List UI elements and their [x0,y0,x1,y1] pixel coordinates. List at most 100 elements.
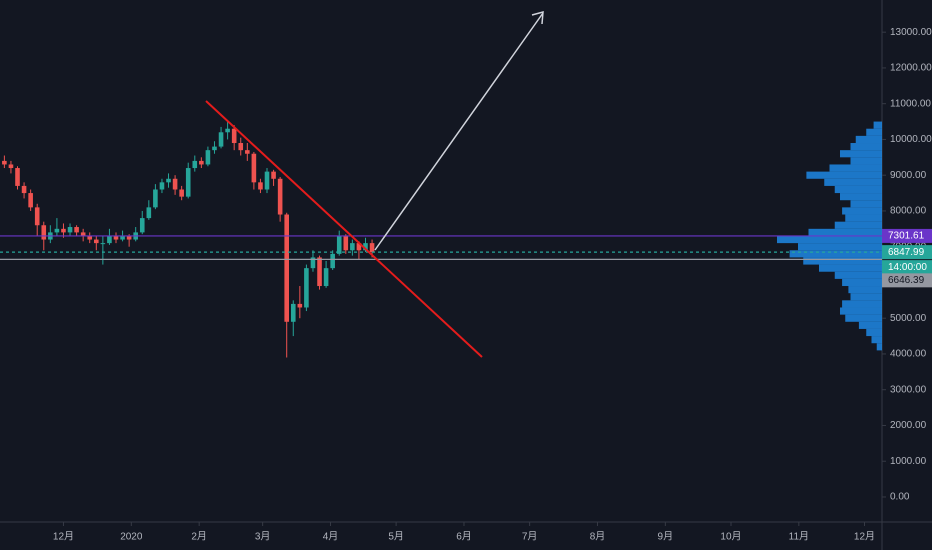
axis-labels: 0.00 1000.00 2000.00 3000.00 4000.00 5000.00 6… [53,27,932,543]
arrow-head [531,10,544,25]
candle-body [172,178,178,190]
volume-bar [850,143,882,151]
price-label: 6847.99 [888,247,925,258]
y-tick-label: 10000.00 [890,134,932,145]
price-label: 6646.39 [888,275,925,286]
plot [0,121,882,358]
volume-bar [834,271,882,279]
candle-body [21,185,27,194]
y-tick-label: 5000.00 [890,313,927,324]
y-tick-label: 4000.00 [890,349,927,360]
x-tick-label: 4月 [323,531,339,543]
volume-bar [829,164,882,172]
candle-body [41,225,47,240]
candle-body [153,189,158,208]
candle-body [317,257,322,287]
candle-body [166,178,171,183]
candle-body [67,227,73,233]
y-tick-label: 13000.00 [890,27,932,38]
volume-bar [808,228,882,236]
volume-bar [806,171,882,179]
x-tick-label: 10月 [720,531,741,543]
x-tick-label: 2月 [191,531,207,543]
countdown-box [882,260,932,275]
volume-bar [845,214,882,222]
candle-body [159,182,165,190]
candle-body [284,214,290,322]
candle-body [87,235,93,240]
candle-body [290,303,296,322]
volume-bar [855,135,882,144]
candle-body [218,132,224,147]
y-tick-label: 8000.00 [890,206,927,217]
candle-body [304,268,309,308]
candle-body [93,239,99,244]
volume-bar [848,286,882,294]
candle-body [80,232,86,236]
y-tick-label: 9000.00 [890,170,927,181]
candle-body [107,235,112,244]
trend-line [205,100,483,358]
price-label-box [882,245,932,260]
candle-body [336,235,342,254]
x-tick-label: 6月 [456,531,472,543]
candle-body [251,153,257,183]
candle-body [271,171,276,179]
candle-body [192,160,198,169]
candle-body [74,227,79,233]
candle-body [126,235,132,240]
volume-bar [840,150,882,158]
candle-body [330,253,335,269]
volume-bar [845,314,882,322]
x-tick-label: 3月 [255,531,271,543]
candle-body [15,168,20,186]
price-label-box [882,273,932,288]
x-tick-label: 7月 [522,531,538,543]
candle-body [139,218,145,233]
y-tick-label: 1000.00 [890,456,927,467]
volume-bar [850,293,882,301]
candle-body [343,235,349,251]
candle-body [212,146,217,151]
candle-body [61,228,66,233]
countdown: 14:00:00 [888,262,927,273]
candle-body [54,228,60,233]
volume-bar [777,235,882,244]
candle-body [205,150,211,165]
volume-bar [824,178,882,186]
candle-body [264,171,270,190]
price-label-box [882,228,932,243]
candle-body [350,243,355,251]
x-tick-label: 5月 [388,531,404,543]
candle-body [369,243,375,253]
candle-body [231,128,237,144]
candle-body [245,150,250,154]
candle-body [277,178,283,215]
candle-body [363,243,368,251]
x-tick-label: 2020 [120,532,143,543]
volume-bar [798,243,882,251]
candle-body [238,143,244,151]
x-tick-label: 11月 [789,531,809,543]
x-tick-label: 8月 [590,531,606,543]
candle-body [8,164,14,169]
y-tick-label: 2000.00 [890,420,927,431]
candle-body [113,235,119,240]
volume-bar [842,278,882,287]
y-tick-label: 0.00 [890,492,910,503]
projection-arrow [374,12,544,251]
volume-bar [873,121,882,129]
price-label: 7301.61 [888,231,925,242]
volume-bar [858,321,882,329]
candle-body [225,128,230,133]
candle-body [297,303,303,308]
volume-bar [834,221,882,229]
volume-bar [840,307,882,315]
candle-body [179,189,184,197]
candle-body [185,168,191,197]
candle-body [323,268,329,287]
volume-bar [850,157,882,165]
x-tick-label: 12月 [53,531,74,543]
candle-body [146,207,152,219]
